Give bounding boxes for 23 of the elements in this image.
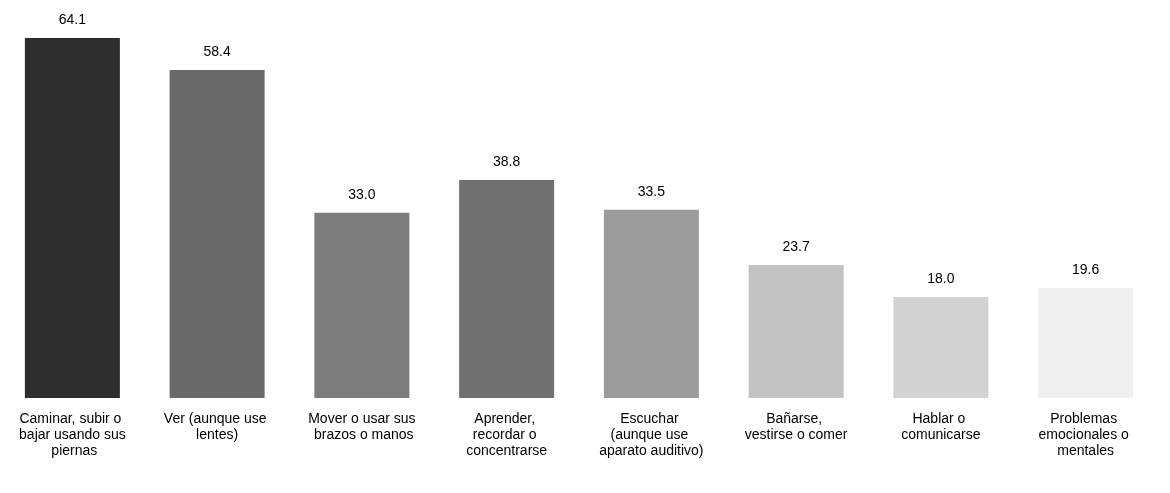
x-tick-label: Mover o usar sus brazos o manos [308, 410, 416, 442]
data-label: 33.0 [348, 185, 376, 202]
bar [24, 38, 120, 398]
bar [169, 70, 265, 398]
data-label: 18.0 [927, 269, 955, 286]
data-label: 23.7 [782, 237, 810, 254]
data-label: 33.5 [637, 182, 666, 199]
bar [893, 296, 989, 398]
bar [314, 212, 410, 398]
x-tick-label: Escuchar (aunque use aparato auditivo) [599, 410, 704, 458]
bar [748, 264, 844, 398]
bar [459, 180, 555, 398]
x-tick-label: Aprender, recordar o concentrarse [466, 410, 548, 458]
data-label: 19.6 [1072, 260, 1100, 277]
x-tick-label: Hablar o comunicarse [901, 410, 981, 442]
x-tick-label: Problemas emocionales o mentales [1038, 410, 1133, 458]
x-tick-label: Ver (aunque use lentes) [163, 410, 271, 442]
x-tick-label: Caminar, subir o bajar usando sus piernas [19, 410, 126, 458]
data-label: 58.4 [203, 43, 231, 60]
data-label: 38.8 [493, 153, 521, 170]
data-label: 64.1 [58, 11, 87, 27]
x-tick-label: Bañarse, vestirse o comer [744, 410, 848, 442]
bar [603, 209, 699, 398]
